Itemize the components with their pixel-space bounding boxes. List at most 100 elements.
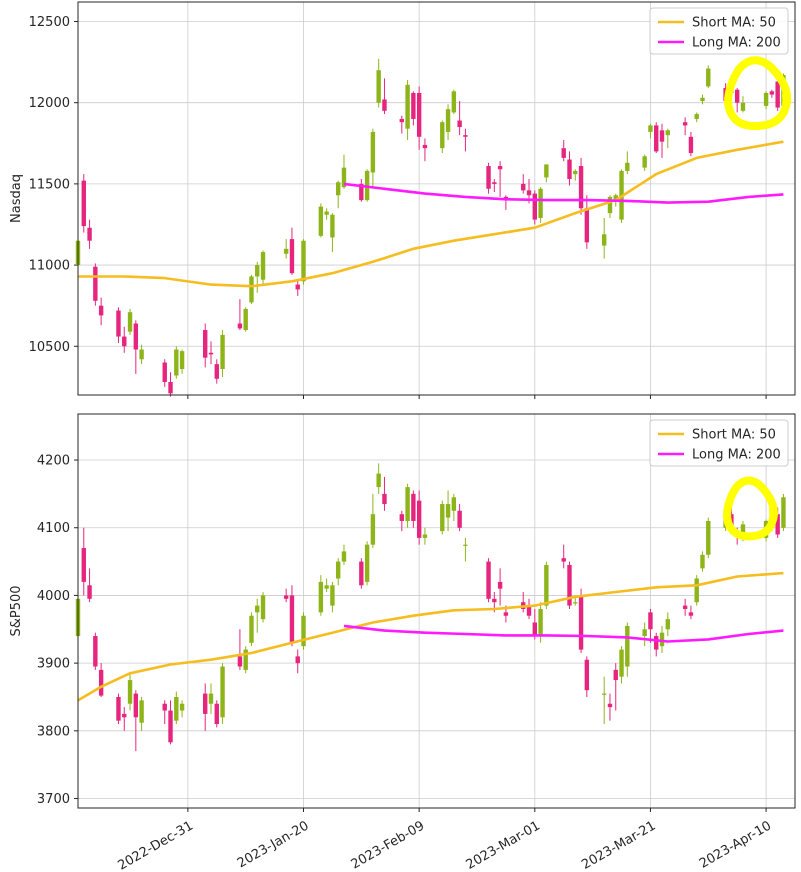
candle-down xyxy=(486,162,491,194)
candle-body xyxy=(341,167,347,188)
candle-down xyxy=(457,504,462,532)
y-tick-label: 11000 xyxy=(29,259,70,274)
candle-up xyxy=(301,239,306,285)
candle-down xyxy=(654,632,659,657)
candle-body xyxy=(457,120,462,128)
y-axis-label: S&P500 xyxy=(9,585,24,636)
candle-down xyxy=(411,490,416,528)
candle-down xyxy=(521,174,526,194)
candle-body xyxy=(116,310,121,337)
candle-down xyxy=(93,632,98,670)
candle-down xyxy=(567,561,572,609)
y-tick-label: 3800 xyxy=(37,724,70,739)
legend-box xyxy=(649,7,789,55)
candle-up xyxy=(318,575,324,616)
candle-body xyxy=(648,125,653,132)
candle-up xyxy=(324,578,329,593)
candle-body xyxy=(255,265,260,277)
candle-up xyxy=(174,346,179,379)
candle-down xyxy=(775,79,780,111)
candle-body xyxy=(607,196,613,214)
candle-down xyxy=(526,598,532,620)
candle-up xyxy=(127,308,133,335)
candle-body xyxy=(769,91,775,95)
x-tick-label: 2022-Dec-31 xyxy=(115,818,195,872)
candle-down xyxy=(237,629,243,670)
candle-body xyxy=(376,473,381,488)
x-tick-label: 2023-Apr-10 xyxy=(697,818,774,871)
candle-body xyxy=(341,551,347,562)
candle-up xyxy=(376,463,381,494)
candle-body xyxy=(706,68,711,87)
candle-body xyxy=(324,211,329,215)
candle-body xyxy=(688,612,694,616)
candle-up xyxy=(642,622,647,647)
candle-body xyxy=(318,206,324,236)
candle-body xyxy=(521,183,526,191)
candle-body xyxy=(740,524,746,538)
candle-body xyxy=(665,619,670,630)
candle-up xyxy=(740,96,746,113)
candle-up xyxy=(341,544,347,565)
candle-body xyxy=(289,595,295,643)
candle-body xyxy=(405,84,410,129)
candle-body xyxy=(532,622,537,637)
candle-down xyxy=(116,307,121,344)
candle-up xyxy=(336,180,341,209)
candle-up xyxy=(301,612,306,650)
candle-body xyxy=(249,615,254,643)
candle-body xyxy=(457,510,462,528)
candle-body xyxy=(179,703,185,711)
candle-down xyxy=(411,91,416,126)
plot-frame xyxy=(77,413,796,809)
candle-body xyxy=(283,248,289,254)
candle-up xyxy=(220,663,225,725)
candle-body xyxy=(243,649,248,670)
candle-up xyxy=(625,151,630,175)
y-tick-label: 4000 xyxy=(37,589,70,604)
legend-short-ma-label: Short MA: 50 xyxy=(692,16,776,31)
candle-up xyxy=(249,274,254,305)
candle-down xyxy=(122,326,127,353)
candle-body xyxy=(416,500,422,538)
candle-up xyxy=(405,483,410,528)
candle-up xyxy=(243,646,248,674)
candle-body xyxy=(81,180,86,227)
candle-up xyxy=(174,691,179,725)
candle-body xyxy=(654,125,659,152)
candle-body xyxy=(486,561,491,599)
candle-down xyxy=(295,649,300,674)
candle-body xyxy=(573,602,578,604)
candle-body xyxy=(382,99,387,111)
candle-body xyxy=(318,581,324,613)
candle-body xyxy=(174,349,179,376)
candle-up xyxy=(370,493,376,549)
candle-body xyxy=(122,336,127,347)
candle-up xyxy=(179,349,185,374)
candle-body xyxy=(411,92,416,119)
candle-down xyxy=(359,558,364,589)
candle-body xyxy=(174,696,179,721)
candle-down xyxy=(567,151,572,186)
candle-body xyxy=(625,625,630,667)
candle-down xyxy=(734,88,740,113)
candle-up xyxy=(573,169,578,181)
candle-down xyxy=(295,279,300,296)
candle-up xyxy=(601,676,607,725)
candle-up xyxy=(763,91,769,110)
candle-body xyxy=(694,578,699,603)
candle-down xyxy=(659,123,665,158)
candle-body xyxy=(93,266,98,301)
candle-body xyxy=(301,615,306,647)
candle-up xyxy=(260,250,266,285)
candle-body xyxy=(700,97,705,102)
candle-down xyxy=(359,179,364,202)
candle-down xyxy=(382,476,387,511)
candle-up xyxy=(538,187,543,223)
candle-down xyxy=(682,117,688,136)
candle-body xyxy=(642,156,647,168)
candle-body xyxy=(503,612,509,616)
candle-body xyxy=(208,352,214,355)
candle-body xyxy=(87,227,92,241)
